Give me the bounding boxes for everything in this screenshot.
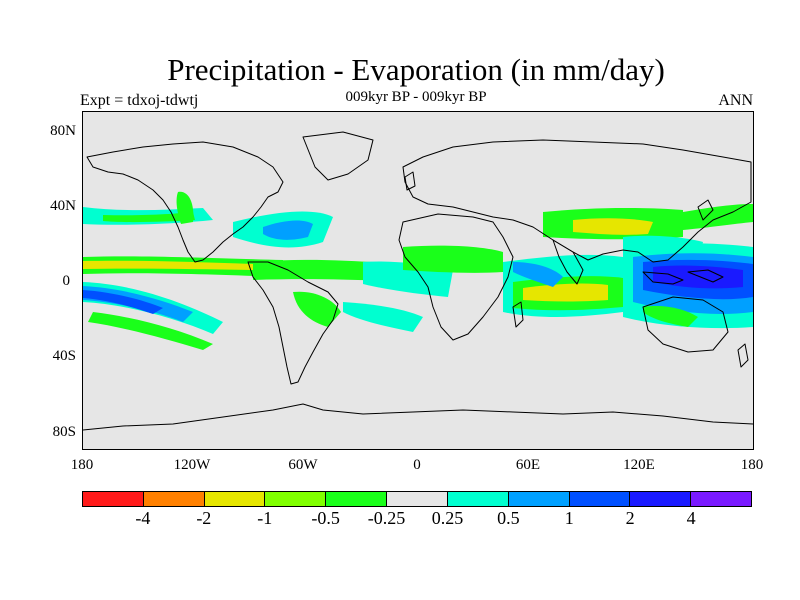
coast-australia xyxy=(642,296,729,353)
lon-label-60w: 60W xyxy=(288,457,318,473)
colorbar-label: -4 xyxy=(135,508,151,528)
colorbar xyxy=(82,491,752,507)
lon-label-180w: 180 xyxy=(70,457,94,473)
field-asia-yellow xyxy=(573,218,653,235)
field-indian-blue xyxy=(513,262,563,287)
colorbar-label: 1 xyxy=(564,508,574,528)
coast-africa xyxy=(398,213,514,341)
field-indian-yellow xyxy=(523,283,608,302)
lon-label-0: 0 xyxy=(413,457,421,473)
colorbar-box xyxy=(83,492,144,506)
lat-label-80s: 80S xyxy=(52,424,76,440)
field-nwpac-green xyxy=(683,204,753,230)
map-canvas xyxy=(83,131,753,431)
colorbar-box xyxy=(691,492,751,506)
field-pacific-itcz-yellow xyxy=(83,260,253,270)
coast-new-zealand xyxy=(737,343,749,368)
field-s-pacific-darkblue xyxy=(83,290,163,314)
colorbar-box xyxy=(326,492,388,506)
world-map-panel xyxy=(82,111,754,450)
coast-indonesia xyxy=(642,269,724,285)
colorbar-label: -0.5 xyxy=(311,508,340,528)
lon-label-120w: 120W xyxy=(173,457,211,473)
coast-south-america xyxy=(247,261,339,385)
coast-india xyxy=(552,239,584,285)
colorbar-label: -1 xyxy=(257,508,273,528)
lon-label-120e: 120E xyxy=(623,457,655,473)
colorbar-label: 0.5 xyxy=(497,508,520,528)
field-s-pacific-green xyxy=(88,312,213,350)
colorbar-box xyxy=(143,492,205,506)
colorbar-label: -2 xyxy=(196,508,212,528)
coast-antarctica xyxy=(83,403,753,431)
lat-label-80n: 80N xyxy=(50,123,76,139)
coast-uk xyxy=(404,171,416,191)
field-samerica-green xyxy=(293,291,341,327)
colorbar-label: 2 xyxy=(625,508,635,528)
colorbar-box xyxy=(447,492,509,506)
coast-eurasia xyxy=(402,139,752,263)
lat-label-40n: 40N xyxy=(50,198,76,214)
colorbar-box xyxy=(265,492,327,506)
lon-label-60e: 60E xyxy=(515,457,541,473)
colorbar-box xyxy=(630,492,692,506)
field-s-atlantic-cyan xyxy=(343,302,423,332)
colorbar-box xyxy=(204,492,266,506)
lat-label-40s: 40S xyxy=(52,348,76,364)
field-na-green xyxy=(176,191,194,224)
lat-label-eq: 0 xyxy=(62,273,71,289)
colorbar-box xyxy=(569,492,631,506)
colorbar-label: 4 xyxy=(686,508,696,528)
figure-title: Precipitation - Evaporation (in mm/day) xyxy=(167,52,665,87)
coast-greenland xyxy=(302,131,374,181)
colorbar-box xyxy=(387,492,448,506)
coast-japan xyxy=(697,199,714,221)
figure-subtitle: 009kyr BP - 009kyr BP xyxy=(345,89,487,105)
coast-madagascar xyxy=(512,301,524,328)
experiment-label: Expt = tdxoj-tdwtj xyxy=(80,92,199,109)
pme-field xyxy=(83,191,753,350)
field-atlantic-blue xyxy=(263,220,313,240)
field-africa-green xyxy=(403,245,503,273)
season-label: ANN xyxy=(718,92,753,109)
colorbar-box xyxy=(508,492,570,506)
field-australia-green xyxy=(643,306,698,327)
colorbar-label: 0.25 xyxy=(431,508,464,528)
lon-label-180e: 180 xyxy=(740,457,764,473)
colorbar-label: -0.25 xyxy=(367,508,406,528)
coastlines xyxy=(83,131,753,431)
coast-north-america xyxy=(86,141,284,263)
